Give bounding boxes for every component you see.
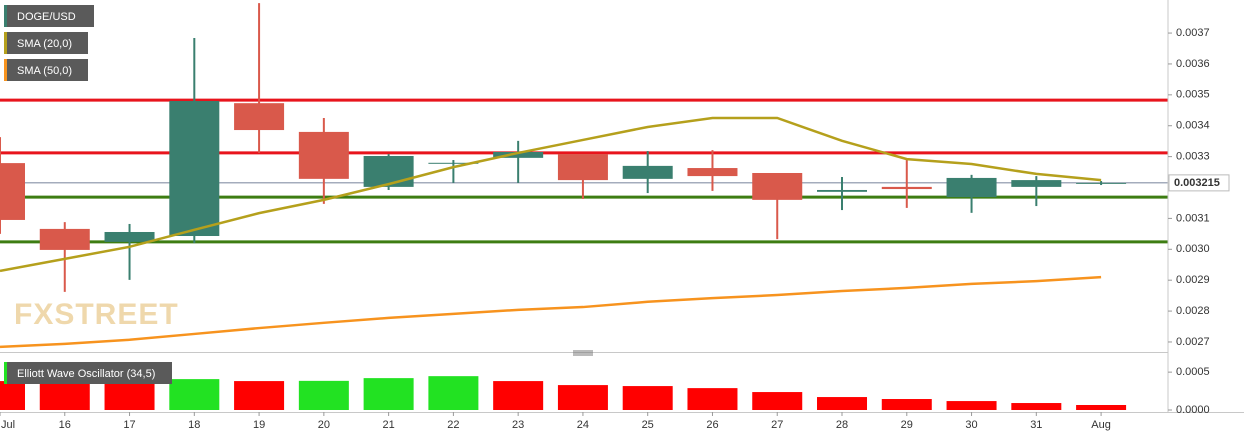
y-tick-label: 0.0036	[1176, 58, 1210, 70]
candle-body	[363, 156, 414, 187]
oscillator-bar	[428, 376, 479, 410]
last-price-box	[1168, 174, 1230, 192]
candle-body	[817, 189, 868, 192]
candle-body	[234, 103, 285, 131]
legend-box[interactable]	[4, 362, 172, 384]
x-tick-label: Jul	[1, 419, 15, 431]
x-tick-label: 29	[901, 419, 913, 431]
oscillator-bar	[817, 397, 868, 410]
x-tick-label: 30	[965, 419, 977, 431]
oscillator-bar	[0, 381, 25, 410]
oscillator-bar	[752, 392, 803, 410]
legend-box[interactable]	[4, 59, 88, 81]
y-tick-label: 0.0005	[1176, 366, 1210, 378]
oscillator-bar	[493, 381, 544, 410]
x-tick-label: 23	[512, 419, 524, 431]
candle-body	[881, 186, 932, 190]
y-tick-label: 0.0030	[1176, 243, 1210, 255]
legend-label: Elliott Wave Oscillator (34,5)	[17, 368, 155, 380]
sma-line	[0, 116, 1102, 273]
legend-label: DOGE/USD	[17, 11, 76, 23]
legend-swatch	[4, 362, 7, 384]
legend-box[interactable]	[4, 5, 94, 27]
x-tick-label: 19	[253, 419, 265, 431]
x-tick-label: 31	[1030, 419, 1042, 431]
oscillator-bar	[881, 399, 932, 410]
candle-body	[946, 177, 997, 198]
y-tick-label: 0.0000	[1176, 404, 1210, 416]
last-price-label: 0.003215	[1174, 177, 1220, 189]
x-tick-label: 27	[771, 419, 783, 431]
oscillator-bar	[298, 380, 349, 410]
y-tick-label: 0.0035	[1176, 89, 1210, 101]
candle-body	[1076, 182, 1127, 184]
y-tick-label: 0.0029	[1176, 274, 1210, 286]
x-tick-label: 18	[188, 419, 200, 431]
oscillator-bar	[39, 381, 90, 410]
oscillator-plot	[0, 376, 1127, 410]
sma-line	[0, 275, 1102, 349]
oscillator-bar	[1011, 403, 1062, 410]
y-tick-label: 0.0028	[1176, 305, 1210, 317]
y-tick-label: 0.0033	[1176, 151, 1210, 163]
candle-body	[169, 101, 220, 237]
x-tick-label: 22	[447, 419, 459, 431]
main-plot	[0, 3, 1168, 349]
x-tick-label: Aug	[1091, 419, 1111, 431]
candle-body	[0, 163, 25, 220]
x-tick-label: 20	[318, 419, 330, 431]
candle-body	[39, 228, 90, 250]
watermark: FXSTREET	[14, 298, 179, 331]
y-tick-label: 0.0037	[1176, 27, 1210, 39]
legend: DOGE/USD SMA (20,0) SMA (50,0) Elliott W…	[4, 5, 172, 384]
candle-body	[298, 131, 349, 179]
candle-body	[493, 151, 544, 158]
x-tick-label: 17	[123, 419, 135, 431]
x-tick-label: 24	[577, 419, 589, 431]
candle-body	[557, 154, 608, 181]
legend-box[interactable]	[4, 32, 88, 54]
resize-grip[interactable]	[573, 350, 593, 356]
candle-body	[104, 231, 155, 242]
candle-body	[622, 165, 673, 179]
legend-swatch	[4, 59, 7, 81]
x-tick-label: 25	[642, 419, 654, 431]
y-tick-label: 0.0027	[1176, 336, 1210, 348]
candle-body	[428, 162, 479, 164]
y-tick-label: 0.0034	[1176, 120, 1210, 132]
y-tick-label: 0.0031	[1176, 212, 1210, 224]
candle-body	[687, 168, 738, 177]
oscillator-bar	[687, 388, 738, 410]
legend-swatch	[4, 32, 7, 54]
legend-label: SMA (20,0)	[17, 38, 72, 50]
oscillator-bar	[104, 381, 155, 410]
legend-swatch	[4, 5, 7, 27]
x-tick-label: 21	[382, 419, 394, 431]
oscillator-bar	[946, 401, 997, 410]
oscillator-bar	[557, 385, 608, 410]
oscillator-bar	[622, 386, 673, 410]
candle-body	[752, 172, 803, 200]
legend-label: SMA (50,0)	[17, 65, 72, 77]
oscillator-bar	[1076, 405, 1127, 410]
oscillator-bar	[169, 379, 220, 410]
x-tick-label: 16	[59, 419, 71, 431]
x-tick-label: 28	[836, 419, 848, 431]
candle-body	[1011, 180, 1062, 187]
oscillator-bar	[234, 381, 285, 410]
oscillator-bar	[363, 378, 414, 410]
x-tick-label: 26	[706, 419, 718, 431]
